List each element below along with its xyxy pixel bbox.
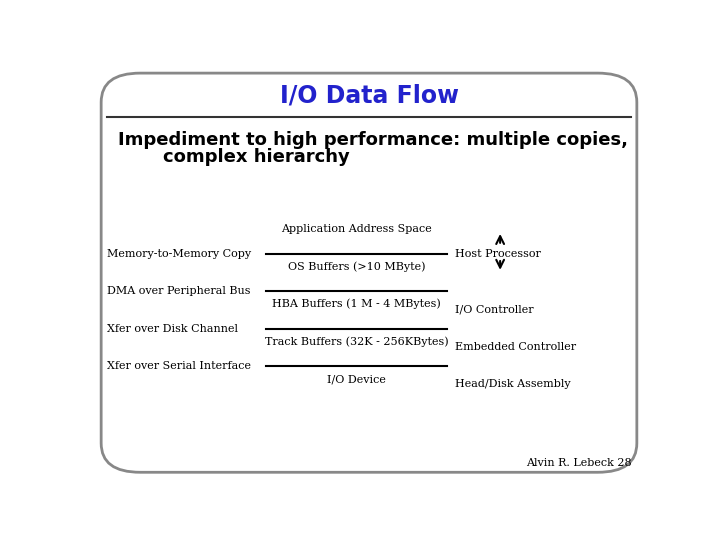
Text: Impediment to high performance: multiple copies,: Impediment to high performance: multiple… bbox=[118, 131, 628, 149]
Text: DMA over Peripheral Bus: DMA over Peripheral Bus bbox=[107, 286, 251, 296]
Text: Memory-to-Memory Copy: Memory-to-Memory Copy bbox=[107, 249, 251, 259]
Text: I/O Device: I/O Device bbox=[328, 374, 386, 384]
Text: OS Buffers (>10 MByte): OS Buffers (>10 MByte) bbox=[288, 261, 426, 272]
Text: Track Buffers (32K - 256KBytes): Track Buffers (32K - 256KBytes) bbox=[265, 336, 449, 347]
Text: Alvin R. Lebeck 28: Alvin R. Lebeck 28 bbox=[526, 458, 631, 468]
Text: complex hierarchy: complex hierarchy bbox=[163, 148, 349, 166]
Text: I/O Data Flow: I/O Data Flow bbox=[279, 84, 459, 108]
Text: Head/Disk Assembly: Head/Disk Assembly bbox=[456, 379, 571, 389]
Text: HBA Buffers (1 M - 4 MBytes): HBA Buffers (1 M - 4 MBytes) bbox=[272, 299, 441, 309]
Text: Xfer over Disk Channel: Xfer over Disk Channel bbox=[107, 324, 238, 334]
Text: Embedded Controller: Embedded Controller bbox=[456, 342, 577, 352]
Text: Application Address Space: Application Address Space bbox=[282, 225, 432, 234]
Text: Xfer over Serial Interface: Xfer over Serial Interface bbox=[107, 361, 251, 372]
Text: Host Processor: Host Processor bbox=[456, 249, 541, 259]
FancyBboxPatch shape bbox=[101, 73, 637, 472]
Text: I/O Controller: I/O Controller bbox=[456, 305, 534, 314]
